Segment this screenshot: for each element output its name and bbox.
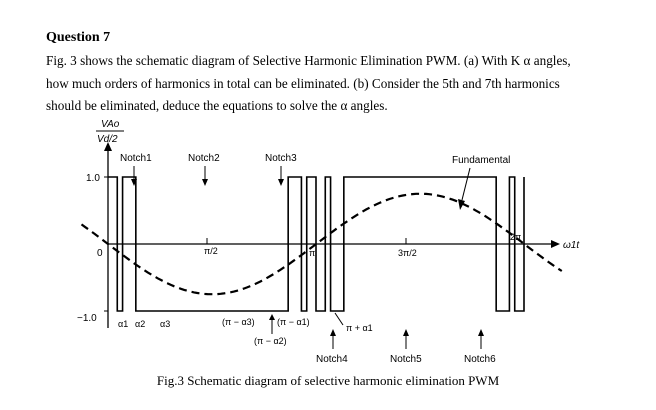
- y-axis-arrow: [104, 142, 112, 151]
- tick-3pi-half-label: 3π/2: [398, 248, 417, 258]
- notch-5-arrowhead: [403, 329, 409, 336]
- x-axis-label: ω1t: [563, 240, 580, 251]
- tick-neg-label: −1.0: [77, 313, 97, 324]
- notch-6-label: Notch6: [464, 354, 496, 365]
- figure-caption: Fig.3 Schematic diagram of selective har…: [156, 373, 500, 388]
- question-title: Question 7: [46, 30, 111, 45]
- notch-4-label: Notch4: [316, 354, 348, 365]
- tick-zero-label: 0: [97, 248, 103, 259]
- alpha-3-label: α3: [160, 319, 170, 329]
- x-axis-arrow: [551, 240, 560, 248]
- notch-4-arrowhead: [330, 329, 336, 336]
- notch-3-label: Notch3: [265, 153, 297, 164]
- fundamental-pointer: [461, 167, 471, 201]
- question-line-1: Fig. 3 shows the schematic diagram of Se…: [46, 53, 571, 68]
- y-label-denominator: Vd/2: [97, 134, 118, 145]
- question-body: Fig. 3 shows the schematic diagram of Se…: [46, 50, 612, 118]
- alpha-1-label: α1: [118, 319, 128, 329]
- notch-1-arrowhead: [131, 179, 137, 186]
- question-line-2: how much orders of harmonics in total ca…: [46, 75, 560, 91]
- fundamental-curve: [80, 192, 563, 296]
- pi-minus-alpha2-label: (π − α2): [254, 336, 287, 346]
- y-label-numerator: VAo: [101, 119, 120, 130]
- fundamental-label: Fundamental: [452, 155, 510, 166]
- alpha-2-label: α2: [135, 319, 145, 329]
- pwm-square-wave-path: [108, 176, 525, 312]
- tick-pi-half-label: π/2: [204, 246, 218, 256]
- pi-plus-alpha1-label: π + α1: [346, 323, 373, 333]
- fundamental-pointer-head: [458, 199, 465, 210]
- notch-6-arrowhead: [478, 329, 484, 336]
- notch-1-label: Notch1: [120, 153, 152, 164]
- notch-2-arrowhead: [202, 179, 208, 186]
- notch-3-arrowhead: [278, 179, 284, 186]
- pi-minus-alpha1-label: (π − α1): [277, 317, 310, 327]
- pi-minus-alpha3-label: (π − α3): [222, 317, 255, 327]
- pi-plus-alpha1-pointer: [334, 312, 344, 326]
- question-line-3: should be eliminated, deduce the equatio…: [46, 98, 388, 113]
- notch-2-label: Notch2: [188, 153, 220, 164]
- tick-pi-label: π: [309, 248, 315, 258]
- tick-pos-label: 1.0: [86, 173, 100, 184]
- pi-minus-alpha3-arrowhead: [269, 314, 275, 320]
- notch-5-label: Notch5: [390, 354, 422, 365]
- pwm-waveform: [108, 176, 525, 312]
- tick-2pi-label: 2π: [510, 232, 521, 242]
